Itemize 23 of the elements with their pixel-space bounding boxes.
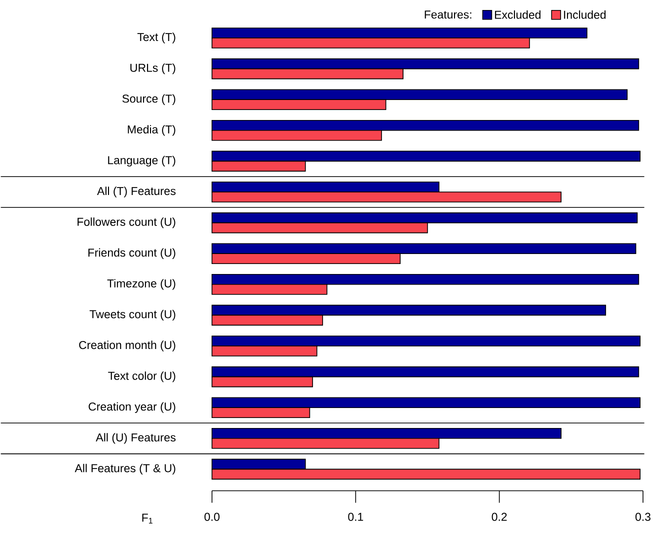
x-tick-label: 0.1 [348, 512, 364, 522]
x-axis-title: F$_{1}$ [142, 514, 152, 524]
y-tick-label: Timezone (U) [107, 279, 176, 290]
y-tick-label: Language (T) [108, 156, 176, 167]
y-tick-label: Media (T) [128, 125, 176, 136]
x-tick-label: 0.0 [204, 512, 220, 522]
legend-label: Excluded [495, 10, 540, 19]
legend-label: Included [564, 10, 606, 19]
x-tick-label: 0.3 [635, 512, 650, 522]
y-tick-label: Text (T) [137, 32, 176, 44]
legend-title: Features: [424, 10, 472, 19]
x-tick-label: 0.2 [492, 512, 507, 522]
y-tick-label: All Features (T & U) [74, 464, 176, 475]
y-tick-label: Text color (U) [108, 372, 176, 382]
y-tick-label: All (T) Features [97, 186, 176, 198]
y-tick-label: Tweets count (U) [90, 310, 176, 321]
y-tick-label: All (U) Features [96, 433, 176, 444]
y-tick-label: URLs (T) [130, 64, 176, 74]
y-tick-label: Followers count (U) [78, 218, 176, 228]
y-tick-label: Creation year (U) [88, 402, 176, 414]
y-tick-label: Source (T) [122, 94, 176, 106]
y-tick-label: Creation month (U) [79, 340, 176, 352]
y-tick-label: Friends count (U) [88, 248, 176, 260]
